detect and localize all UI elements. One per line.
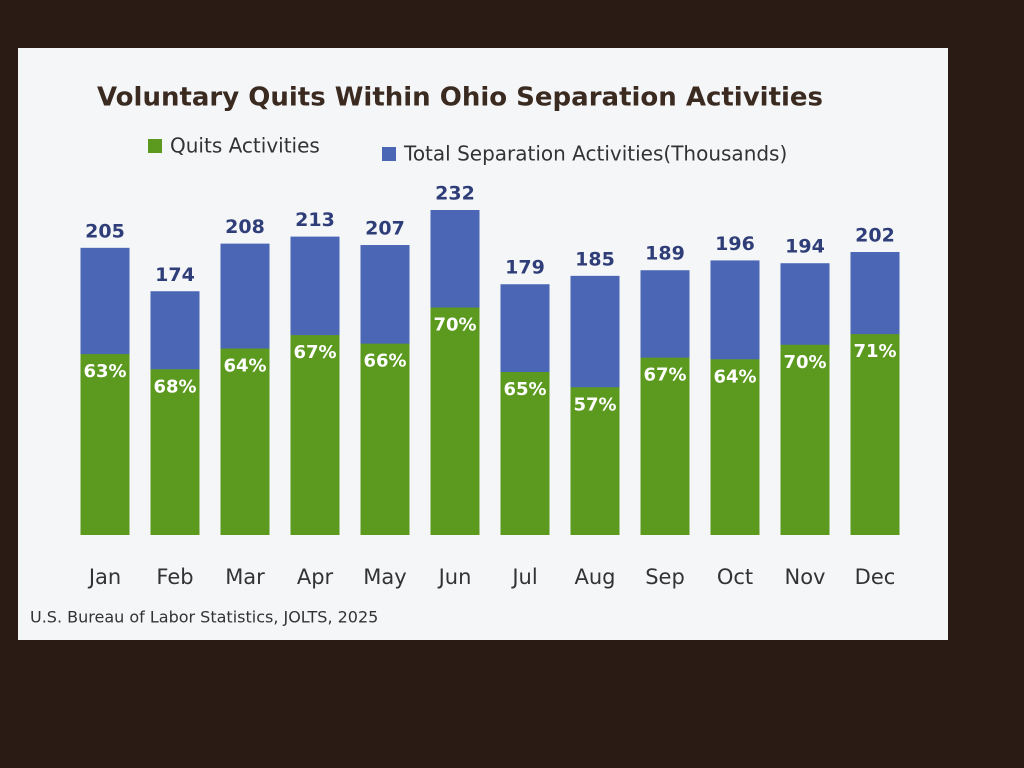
quits-label: 71% — [853, 341, 896, 362]
quits-label: 67% — [293, 342, 336, 363]
legend-label: Total Separation Activities(Thousands) — [403, 142, 787, 166]
total-label: 232 — [435, 183, 475, 205]
x-tick-label: Oct — [717, 565, 753, 589]
quits-label: 64% — [223, 356, 266, 377]
quits-bar — [360, 343, 410, 535]
x-tick-label: Aug — [574, 565, 615, 589]
x-tick-label: Jun — [437, 565, 472, 589]
total-label: 196 — [715, 233, 755, 255]
quits-bar — [500, 372, 550, 535]
quits-bar — [430, 307, 480, 535]
quits-bar — [780, 344, 830, 535]
quits-bar — [150, 369, 200, 535]
x-tick-label: Sep — [645, 565, 685, 589]
x-tick-label: Feb — [156, 565, 193, 589]
quits-label: 64% — [713, 366, 756, 387]
quits-label: 70% — [433, 315, 476, 336]
quits-bar — [220, 348, 270, 535]
legend-swatch — [382, 147, 396, 161]
quits-label: 68% — [153, 376, 196, 397]
x-tick-label: Dec — [855, 565, 896, 589]
legend-swatch — [148, 139, 162, 153]
quits-bar — [640, 357, 690, 535]
x-tick-label: Mar — [225, 565, 265, 589]
quits-label: 67% — [643, 365, 686, 386]
total-label: 185 — [575, 248, 615, 270]
quits-bar — [850, 334, 900, 535]
quits-label: 57% — [573, 394, 616, 415]
total-label: 202 — [855, 225, 895, 247]
total-label: 189 — [645, 243, 685, 265]
x-tick-label: Apr — [297, 565, 334, 589]
x-tick-label: Jan — [87, 565, 121, 589]
quits-label: 63% — [83, 361, 126, 382]
x-tick-label: May — [363, 565, 406, 589]
quits-bar — [710, 359, 760, 535]
total-label: 174 — [155, 264, 195, 286]
quits-label: 66% — [363, 351, 406, 372]
total-label: 194 — [785, 236, 825, 258]
chart-title: Voluntary Quits Within Ohio Separation A… — [97, 83, 823, 113]
total-label: 205 — [85, 220, 125, 242]
quits-label: 65% — [503, 379, 546, 400]
x-tick-label: Nov — [785, 565, 826, 589]
legend-label: Quits Activities — [170, 134, 320, 158]
quits-bar — [80, 354, 130, 535]
x-tick-label: Jul — [510, 565, 537, 589]
total-label: 208 — [225, 216, 265, 238]
quits-bar — [290, 335, 340, 535]
total-label: 213 — [295, 209, 335, 231]
total-label: 207 — [365, 218, 405, 240]
source-note: U.S. Bureau of Labor Statistics, JOLTS, … — [30, 608, 378, 627]
quits-bar — [570, 387, 620, 535]
total-label: 179 — [505, 257, 545, 279]
quits-label: 70% — [783, 352, 826, 373]
